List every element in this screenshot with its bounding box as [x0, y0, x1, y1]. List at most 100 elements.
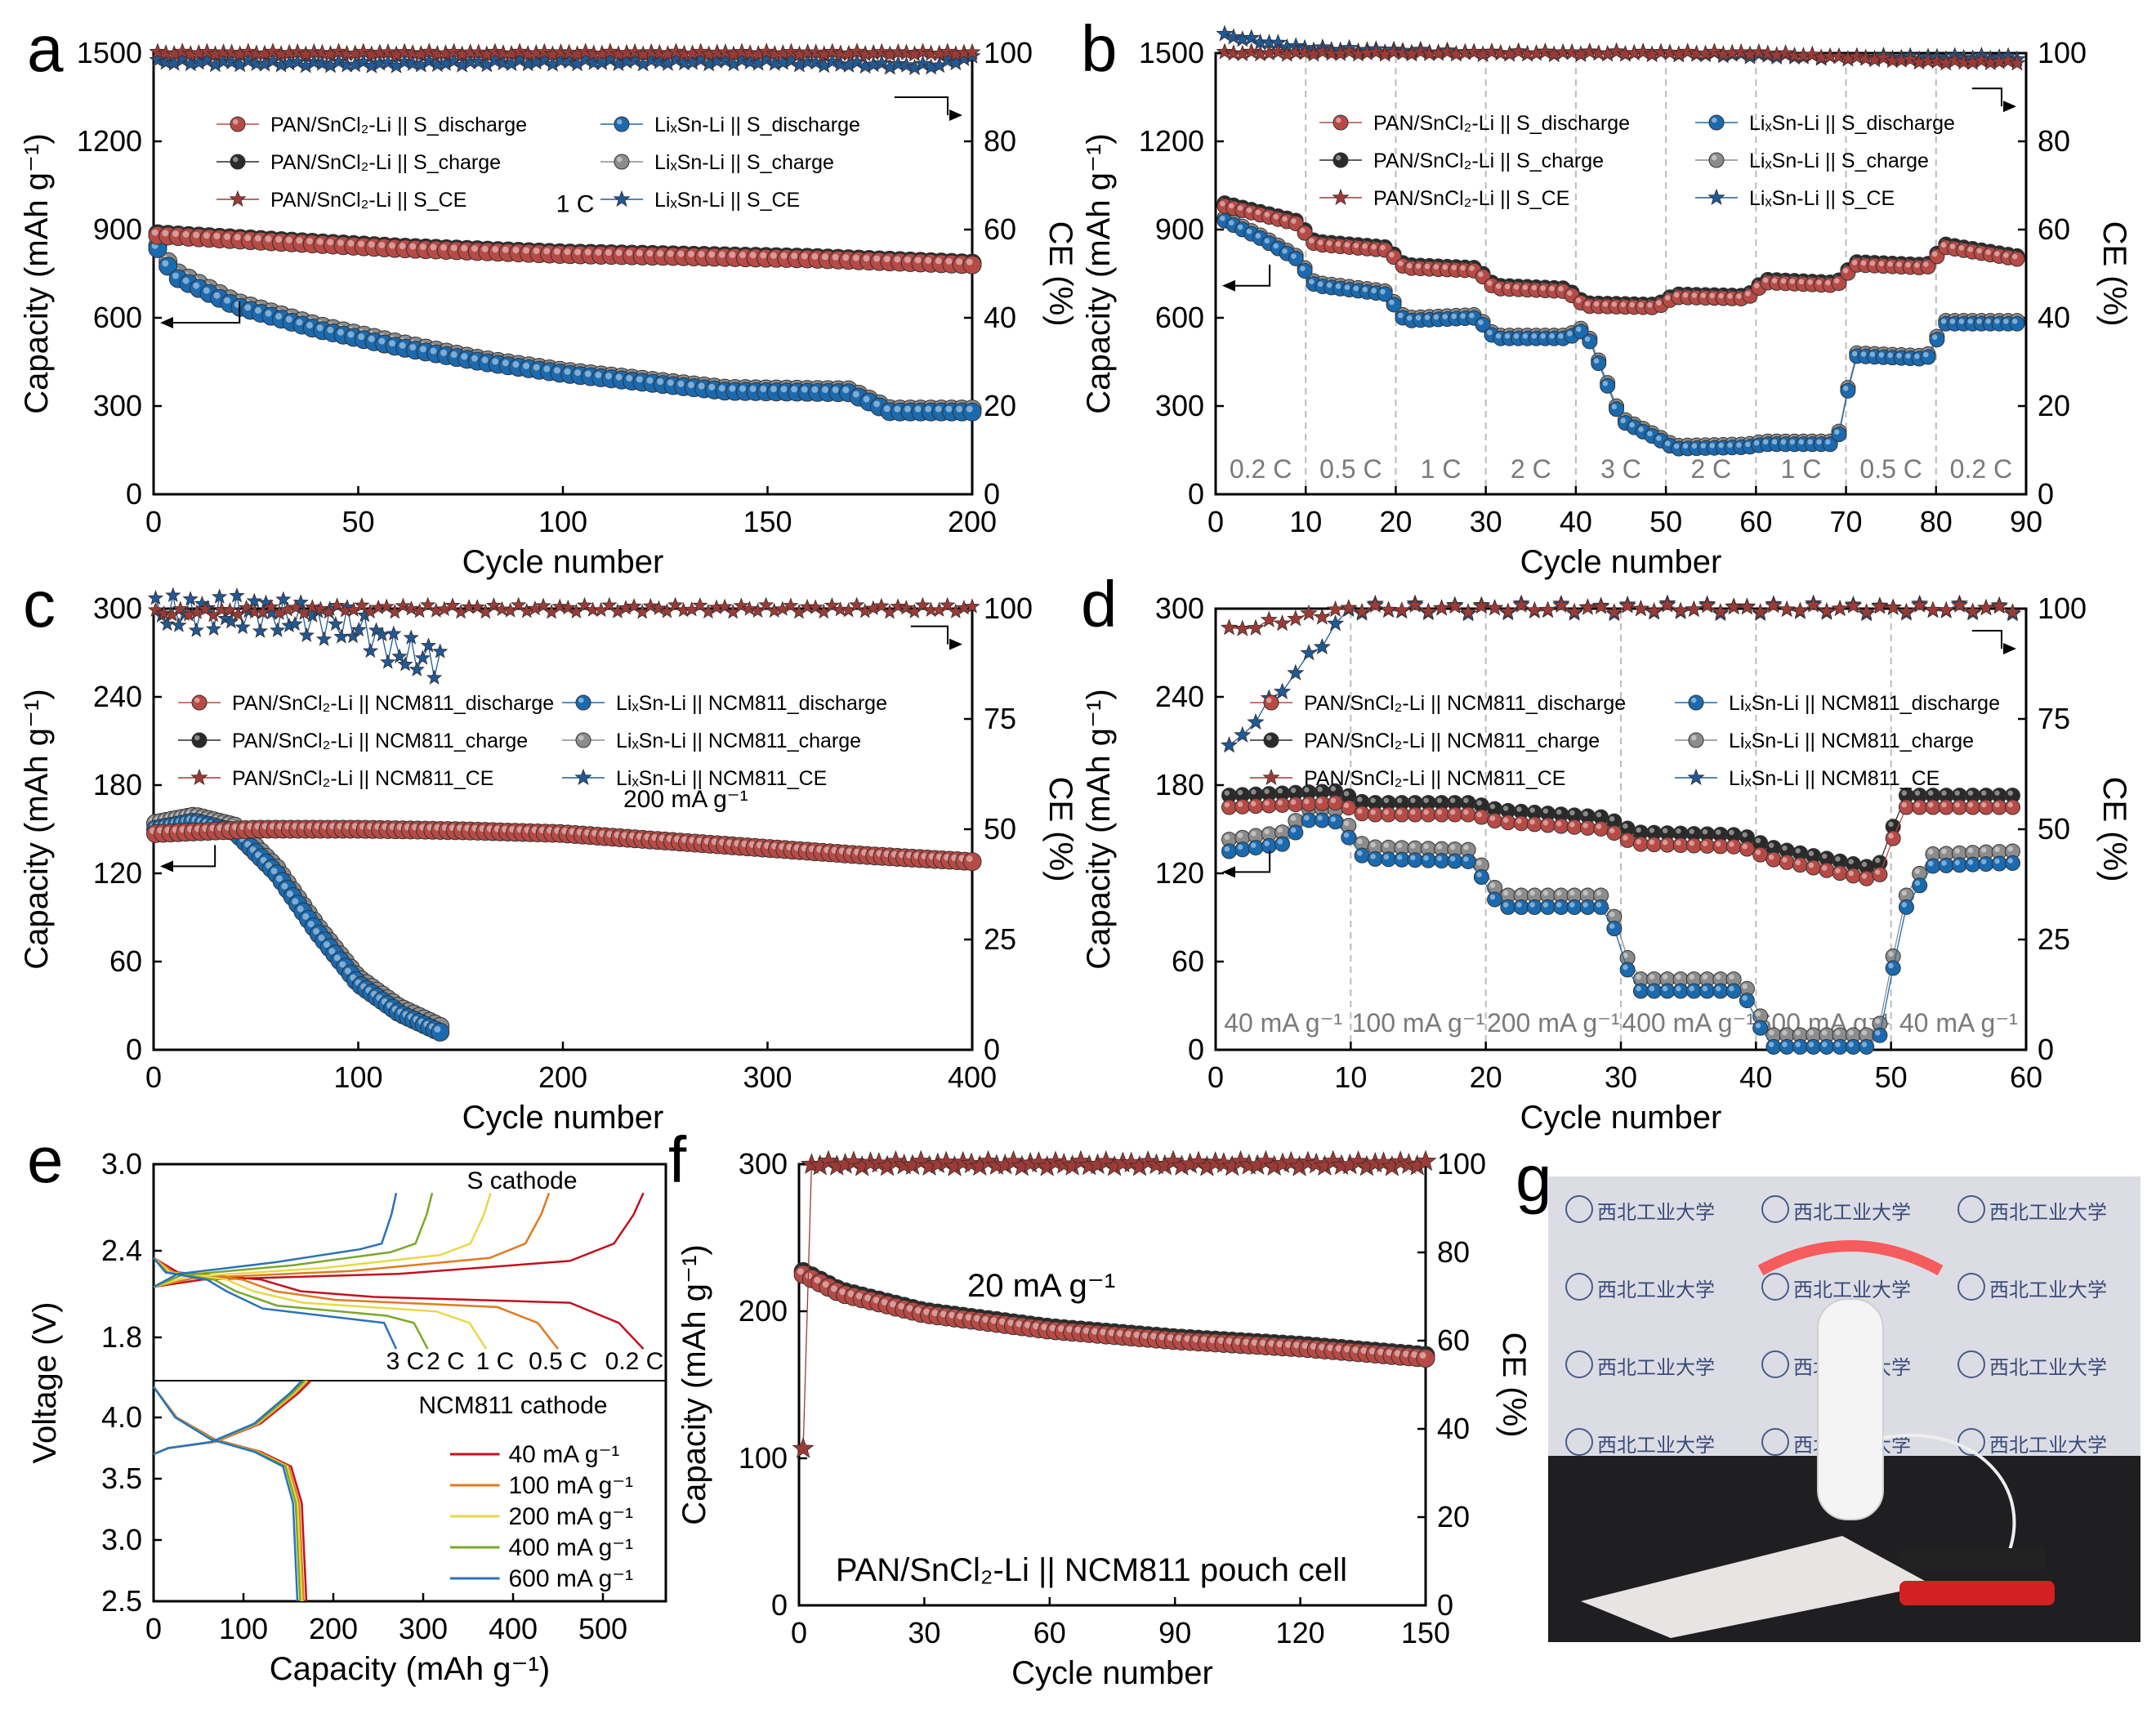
pan-discharge-point-shine: [203, 232, 210, 239]
pouch-discharge-point-shine: [822, 1281, 829, 1288]
rate-label: 40 mA g⁻¹: [1224, 1008, 1342, 1038]
axis-arrow-head: [1222, 866, 1235, 878]
pan-ce-point: [576, 596, 593, 613]
lisn-discharge-point: [1513, 899, 1529, 915]
x-axis-label: Cycle number: [1011, 1655, 1213, 1691]
pan-discharge-point: [1991, 799, 2007, 815]
pan-discharge-point-shine: [1682, 292, 1689, 298]
lisn-discharge-point-shine: [1994, 319, 2000, 324]
lisn-discharge-point-shine: [281, 882, 288, 890]
pouch-discharge-point-shine: [1125, 1331, 1132, 1338]
pan-ce-point: [1225, 44, 1243, 61]
pan-ce-point: [1901, 50, 1919, 67]
lisn-ce-point: [408, 661, 425, 676]
legend-marker: [230, 116, 246, 132]
x-axis-label: Cycle number: [1520, 1100, 1722, 1136]
pouch-discharge-point-shine: [1344, 1346, 1350, 1353]
pan-discharge-point-shine: [1888, 833, 1894, 839]
y-axis-label: Capacity (mAh g⁻¹): [676, 1244, 712, 1524]
y-tick-label: 100: [739, 1441, 788, 1475]
lisn-charge-point-shine: [2007, 846, 2014, 852]
pan-ce-point: [1618, 596, 1636, 614]
pan-charge-point-shine: [1662, 828, 1668, 834]
x-tick-label: 40: [1560, 505, 1592, 538]
pan-discharge-point-shine: [1398, 261, 1404, 266]
pan-charge-point-shine: [1702, 828, 1708, 835]
lisn-ce-point: [315, 631, 333, 646]
axis-arrow: [1234, 850, 1271, 873]
lisn-discharge-point: [1288, 824, 1304, 841]
pan-charge-point-shine: [1835, 856, 1841, 862]
lisn-discharge-point-shine: [1449, 855, 1456, 862]
lisn-ce-point: [807, 53, 825, 70]
pan-discharge-point-shine: [1611, 301, 1618, 307]
pan-ce-point: [642, 597, 658, 614]
pan-charge-point-shine: [1357, 797, 1363, 802]
pan-ce-point: [1844, 596, 1862, 614]
sign-text: 西北工业大学: [1989, 1279, 2107, 1301]
pan-discharge-point-shine: [275, 236, 283, 243]
legend-marker: [1263, 732, 1279, 748]
lisn-discharge-point-shine: [956, 405, 963, 413]
pan-discharge-point: [1274, 797, 1291, 813]
pan-discharge-point-shine: [945, 257, 953, 265]
pan-charge-point-shine: [1569, 810, 1575, 816]
pan-charge-point-shine: [1582, 810, 1588, 817]
logo-seal: [1761, 1350, 1789, 1378]
lisn-discharge-point-shine: [2003, 319, 2009, 324]
pan-discharge-point-shine: [285, 236, 292, 243]
pan-discharge-point: [1872, 866, 1888, 882]
y-tick-label: 200: [739, 1294, 788, 1328]
pan-ce-point: [1698, 596, 1716, 614]
pan-discharge-point-shine: [791, 252, 798, 260]
pan-discharge-point-shine: [182, 230, 190, 238]
pan-discharge-point: [1752, 846, 1769, 863]
pouch-discharge-point-shine: [1419, 1352, 1426, 1359]
pouch-discharge-point-shine: [1293, 1341, 1301, 1349]
pan-discharge-point: [1739, 841, 1755, 857]
pouch-discharge-point-shine: [1108, 1329, 1115, 1337]
pan-discharge-point: [1579, 819, 1596, 836]
lisn-discharge-point: [1725, 983, 1742, 999]
lisn-discharge-point-shine: [966, 405, 973, 413]
pan-ce-point: [238, 599, 255, 615]
pan-discharge-point: [1288, 216, 1304, 232]
pouch-discharge-point-shine: [1033, 1323, 1040, 1330]
pan-discharge-point-shine: [347, 239, 355, 247]
lisn-discharge-point-shine: [1290, 827, 1297, 833]
pan-discharge-point: [1659, 837, 1676, 853]
pan-ce-point: [1972, 51, 1990, 69]
lisn-discharge-point-shine: [1834, 429, 1840, 435]
lisn-discharge-point-shine: [1967, 859, 1974, 865]
pan-discharge-point-shine: [2007, 801, 2014, 808]
pan-ce-point: [873, 42, 891, 60]
x-tick-label: 400: [948, 1060, 997, 1094]
axis-arrow: [1971, 87, 2002, 107]
lisn-charge-point-shine: [1967, 847, 1974, 854]
legend-marker: [229, 190, 247, 208]
lisn-discharge-point: [1420, 852, 1436, 868]
pan-discharge-point-shine: [1649, 839, 1655, 846]
legend-marker-shine: [1266, 697, 1272, 703]
pan-discharge-point-shine: [1861, 873, 1868, 879]
pan-charge-point-shine: [1489, 803, 1496, 810]
lisn-discharge-point-shine: [935, 405, 942, 413]
x-axis-label: Cycle number: [1520, 544, 1722, 580]
pan-discharge-point-shine: [842, 254, 850, 261]
pouch-discharge-point-shine: [881, 1298, 888, 1306]
pan-discharge-point-shine: [1335, 241, 1341, 247]
lisn-discharge-point-shine: [1410, 855, 1416, 861]
lisn-discharge-point-shine: [471, 355, 478, 362]
pan-charge-point-shine: [1370, 797, 1376, 803]
x-tick-label: 150: [1401, 1616, 1450, 1649]
pan-discharge-point-shine: [1556, 821, 1562, 827]
pan-discharge-point: [1553, 818, 1569, 834]
lisn-discharge-point-shine: [1700, 443, 1707, 449]
lisn-discharge-point-shine: [481, 356, 489, 364]
pan-ce-point: [1752, 602, 1770, 620]
lisn-charge-point-shine: [1874, 1018, 1881, 1024]
lisn-discharge-point-shine: [1558, 333, 1564, 339]
pan-charge-point-shine: [1981, 790, 1987, 796]
pan-discharge-point: [1566, 819, 1582, 835]
